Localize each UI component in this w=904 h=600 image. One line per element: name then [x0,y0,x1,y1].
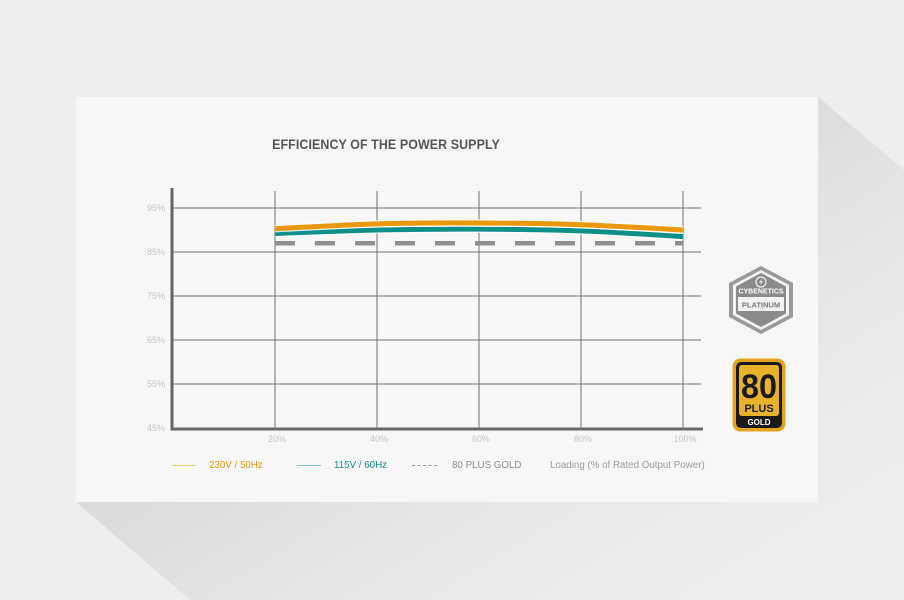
legend-swatch-80plus-gold [412,464,437,466]
efficiency-chart: 95% 85% 75% 65% 55% 45% 20% 40% 60% 80% 100% [147,188,703,444]
svg-text:PLATINUM: PLATINUM [742,301,780,310]
svg-text:80: 80 [741,368,777,406]
series-line-115v [274,226,684,240]
chart-card: EFFICIENCY OF THE POWER SUPPLY 95% 85% 75%… [76,97,818,502]
legend-swatch-115v [297,464,321,466]
x-tick-label: 100% [673,434,696,444]
y-tick-label: 85% [147,247,165,257]
svg-text:CYBENETICS: CYBENETICS [738,289,783,296]
legend-swatch-230v [172,464,196,466]
lightning-icon [755,276,767,288]
x-axis-label: Loading (% of Rated Output Power) [550,459,705,471]
x-tick-label: 20% [268,434,286,444]
x-tick-label: 80% [574,434,592,444]
y-tick-label: 55% [147,379,165,389]
cybenetics-platinum-badge: CYBENETICS PLATINUM [729,266,793,334]
legend-label-230v: 230V / 50Hz [209,459,263,471]
svg-text:PLUS: PLUS [744,403,773,415]
legend-item-80plus-gold: 80 PLUS GOLD [412,459,527,471]
svg-text:GOLD: GOLD [747,418,770,427]
y-tick-label: 75% [147,291,165,301]
series-line-230v [274,220,684,233]
x-tick-label: 40% [370,434,388,444]
legend-item-115v: 115V / 60Hz [297,459,391,471]
80plus-gold-badge: 80 PLUS GOLD [732,358,786,432]
y-tick-label: 45% [147,423,165,433]
legend-item-230v: 230V / 50Hz [172,459,267,471]
x-tick-label: 60% [472,434,490,444]
chart-title: EFFICIENCY OF THE POWER SUPPLY [272,137,500,152]
y-tick-label: 65% [147,335,165,345]
legend-label-115v: 115V / 60Hz [334,459,388,471]
legend-label-80plus-gold: 80 PLUS GOLD [452,459,522,471]
y-tick-label: 95% [147,203,165,213]
